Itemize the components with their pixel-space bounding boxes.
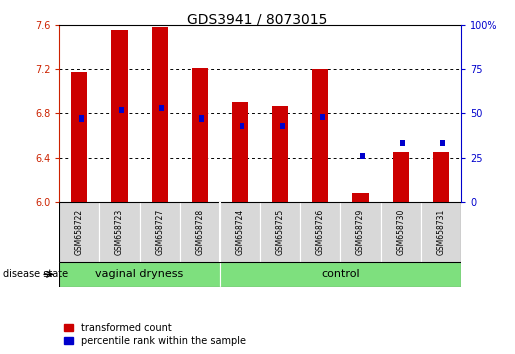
Text: GDS3941 / 8073015: GDS3941 / 8073015 xyxy=(187,12,328,27)
Bar xyxy=(232,102,248,202)
Text: GSM658723: GSM658723 xyxy=(115,209,124,255)
Bar xyxy=(192,68,208,202)
Bar xyxy=(360,153,365,159)
Bar xyxy=(320,114,325,120)
Bar xyxy=(260,202,300,262)
Bar xyxy=(312,69,329,202)
Text: vaginal dryness: vaginal dryness xyxy=(95,269,184,279)
Bar xyxy=(99,202,140,262)
Bar xyxy=(440,140,445,147)
Text: GSM658725: GSM658725 xyxy=(276,209,285,255)
Text: GSM658722: GSM658722 xyxy=(75,209,84,255)
Text: GSM658729: GSM658729 xyxy=(356,209,365,255)
Text: GSM658724: GSM658724 xyxy=(235,209,245,255)
Bar xyxy=(280,122,285,129)
Bar xyxy=(220,202,260,262)
Bar xyxy=(159,105,164,111)
Bar xyxy=(352,193,369,202)
Bar xyxy=(59,262,220,287)
Text: GSM658730: GSM658730 xyxy=(396,209,405,255)
Legend: transformed count, percentile rank within the sample: transformed count, percentile rank withi… xyxy=(64,323,246,346)
Bar xyxy=(239,122,245,129)
Bar xyxy=(140,202,180,262)
Text: GSM658726: GSM658726 xyxy=(316,209,325,255)
Bar xyxy=(381,202,421,262)
Bar xyxy=(400,140,405,147)
Text: GSM658727: GSM658727 xyxy=(155,209,164,255)
Bar xyxy=(180,202,220,262)
Bar xyxy=(300,202,340,262)
Text: disease state: disease state xyxy=(3,269,67,279)
Bar xyxy=(79,115,84,122)
Text: control: control xyxy=(321,269,359,279)
Bar xyxy=(119,107,124,113)
Bar xyxy=(71,72,88,202)
Bar xyxy=(220,262,461,287)
Text: GSM658728: GSM658728 xyxy=(195,209,204,255)
Bar xyxy=(421,202,461,262)
Bar xyxy=(111,30,128,202)
Bar xyxy=(151,27,168,202)
Text: GSM658731: GSM658731 xyxy=(436,209,445,255)
Bar xyxy=(392,152,409,202)
Bar xyxy=(272,105,288,202)
Bar xyxy=(340,202,381,262)
Bar xyxy=(199,115,204,122)
Bar xyxy=(433,152,449,202)
Bar xyxy=(59,202,99,262)
